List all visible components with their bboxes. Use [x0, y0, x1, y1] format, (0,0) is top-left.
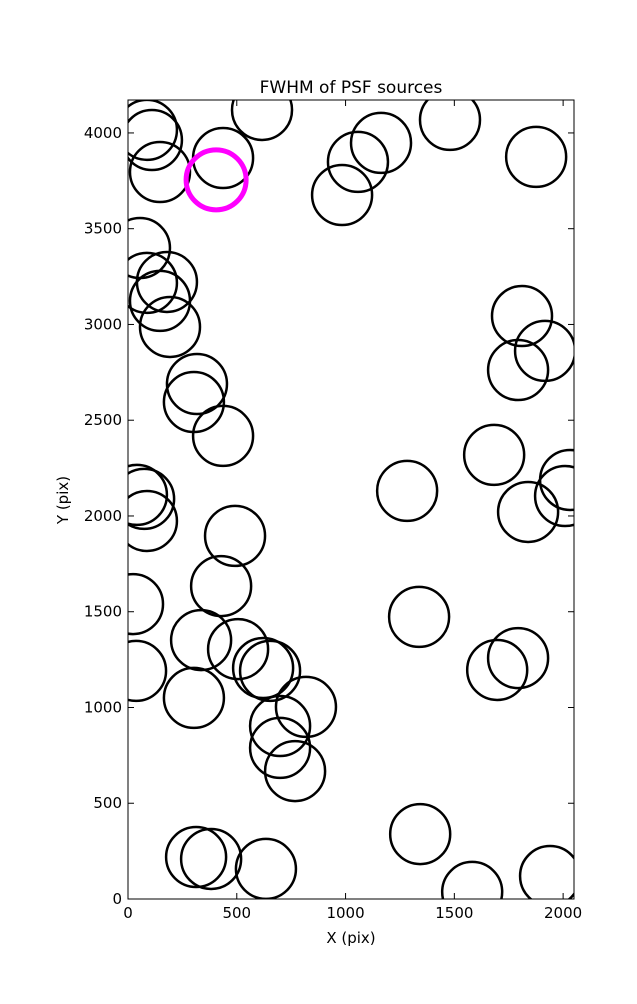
source-marker — [465, 638, 529, 702]
source-marker — [189, 554, 253, 618]
source-marker — [128, 572, 165, 636]
source-marker — [128, 639, 168, 703]
source-marker — [504, 125, 568, 189]
y-tick-label: 1000 — [84, 698, 122, 716]
axes-frame — [127, 99, 575, 900]
x-axis-label: X (pix) — [326, 929, 375, 947]
source-marker — [128, 269, 192, 333]
y-tick-label: 500 — [93, 794, 122, 812]
source-marker — [248, 694, 312, 758]
source-marker — [128, 108, 184, 172]
source-marker — [128, 251, 179, 315]
highlighted-source — [183, 147, 249, 213]
source-marker — [496, 480, 560, 544]
source-marker — [203, 504, 267, 568]
y-tick-label: 2000 — [84, 507, 122, 525]
source-marker — [310, 163, 374, 227]
source-marker — [231, 636, 295, 700]
y-tick-label: 2500 — [84, 411, 122, 429]
source-marker — [263, 739, 327, 803]
y-tick-label: 4000 — [84, 124, 122, 142]
y-axis-label: Y (pix) — [54, 476, 72, 525]
source-marker — [128, 100, 179, 162]
source-marker — [206, 617, 270, 681]
x-tick-label: 500 — [222, 904, 251, 922]
source-marker — [248, 716, 312, 780]
source-marker — [375, 459, 439, 523]
source-marker — [349, 111, 413, 175]
source-marker — [162, 666, 226, 730]
source-marker — [191, 404, 255, 468]
source-marker — [440, 860, 504, 899]
x-tick-label: 1500 — [435, 904, 473, 922]
source-marker — [490, 284, 554, 348]
x-tick-label: 1000 — [326, 904, 364, 922]
source-marker — [128, 140, 192, 204]
chart-title: FWHM of PSF sources — [260, 78, 443, 98]
source-marker — [164, 825, 228, 889]
source-marker — [326, 130, 390, 194]
source-marker — [238, 639, 302, 703]
source-marker — [169, 608, 233, 672]
source-marker — [418, 100, 482, 152]
source-marker — [533, 464, 574, 528]
source-marker — [462, 423, 526, 487]
source-marker — [128, 463, 169, 527]
source-marker — [486, 626, 550, 690]
source-marker — [138, 295, 202, 359]
source-marker — [165, 352, 229, 416]
y-tick-label: 3000 — [84, 315, 122, 333]
source-marker — [518, 844, 574, 899]
source-marker — [387, 585, 451, 649]
source-marker — [486, 338, 550, 402]
x-tick-label: 0 — [123, 904, 133, 922]
source-marker — [179, 827, 243, 891]
source-marker — [128, 489, 179, 553]
x-tick-label: 2000 — [544, 904, 582, 922]
source-marker — [230, 100, 294, 142]
source-marker — [388, 802, 452, 866]
y-tick-label: 3500 — [84, 220, 122, 238]
y-tick-label: 1500 — [84, 603, 122, 621]
source-marker — [274, 675, 338, 739]
source-marker — [128, 467, 176, 531]
y-tick-label: 0 — [112, 890, 122, 908]
